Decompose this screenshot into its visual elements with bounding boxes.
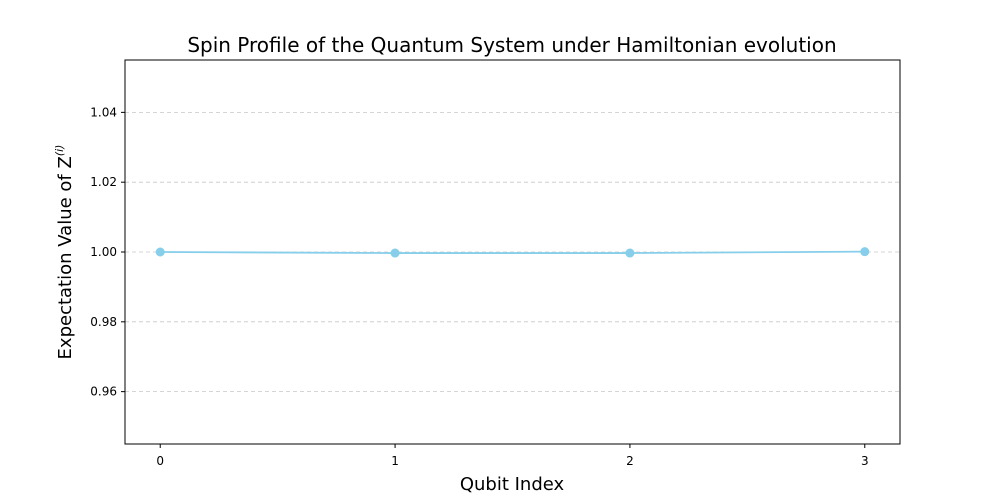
y-axis-label-superscript: (i) xyxy=(53,145,66,157)
x-tick-label: 2 xyxy=(626,454,634,468)
y-tick-label: 1.00 xyxy=(90,245,117,259)
data-point xyxy=(860,247,870,257)
series-layer xyxy=(155,247,870,258)
y-tick-label: 1.02 xyxy=(90,175,117,189)
data-point xyxy=(390,248,400,258)
x-tick-label: 0 xyxy=(156,454,164,468)
y-tick-label: 0.96 xyxy=(90,385,117,399)
data-point xyxy=(155,247,165,257)
y-axis-label: Expectation Value of Z(i) xyxy=(53,145,76,360)
y-tick-label: 1.04 xyxy=(90,105,117,119)
y-axis-label-main: Expectation Value of Z xyxy=(55,156,76,359)
x-axis-label: Qubit Index xyxy=(460,474,565,495)
chart-title: Spin Profile of the Quantum System under… xyxy=(187,33,836,57)
data-point xyxy=(625,248,635,258)
x-tick-label: 3 xyxy=(861,454,869,468)
ticks: 0.96 0.98 1.00 1.02 1.04 0 1 2 3 xyxy=(90,105,868,468)
y-tick-label: 0.98 xyxy=(90,315,117,329)
series-line xyxy=(160,250,865,254)
x-tick-label: 1 xyxy=(391,454,399,468)
